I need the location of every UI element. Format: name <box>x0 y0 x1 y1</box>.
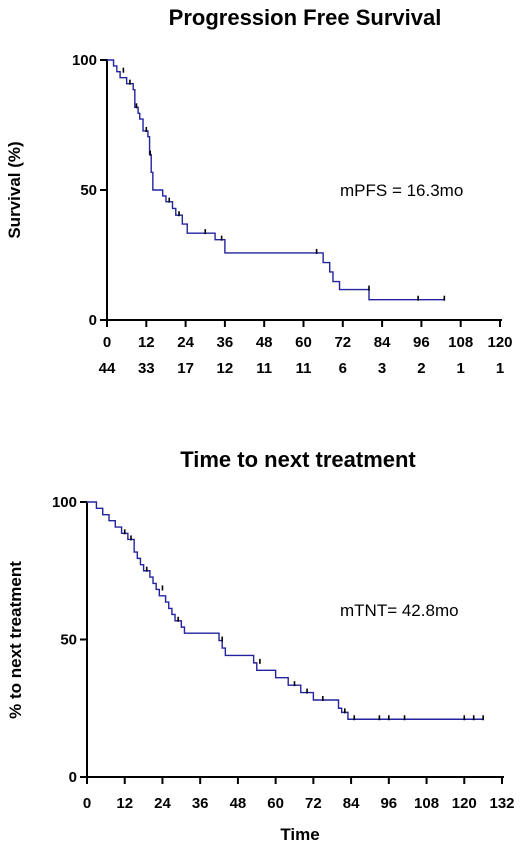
y-tick-label: 50 <box>80 182 97 199</box>
number-at-risk-value: 1 <box>496 360 504 377</box>
tnt-chart: Time to next treatment % to next treatme… <box>6 447 515 844</box>
tnt-survival-curve <box>87 501 484 720</box>
number-at-risk-value: 3 <box>378 360 386 377</box>
number-at-risk-value: 33 <box>138 360 155 377</box>
x-tick-label: 12 <box>116 795 133 812</box>
pfs-censor-marks <box>122 67 446 301</box>
x-tick-label: 24 <box>154 795 171 812</box>
x-tick-label: 96 <box>413 334 430 351</box>
y-tick-label: 100 <box>72 52 97 69</box>
x-tick-label: 48 <box>256 334 273 351</box>
pfs-title: Progression Free Survival <box>169 5 442 30</box>
x-tick-label: 36 <box>217 334 234 351</box>
number-at-risk-value: 17 <box>177 360 194 377</box>
tnt-censor-marks <box>123 529 484 721</box>
pfs-chart: Progression Free Survival Survival (%) m… <box>5 5 513 377</box>
x-tick-label: 84 <box>374 334 391 351</box>
x-tick-label: 0 <box>83 795 91 812</box>
x-tick-label: 108 <box>414 795 439 812</box>
x-tick-label: 108 <box>448 334 473 351</box>
tnt-y-axis-label: % to next treatment <box>6 561 25 719</box>
x-tick-label: 120 <box>487 334 512 351</box>
x-tick-label: 12 <box>138 334 155 351</box>
pfs-number-at-risk: 44 33 17 12 11 11 6 3 2 1 1 <box>99 360 505 377</box>
x-tick-label: 36 <box>192 795 209 812</box>
x-tick-label: 72 <box>334 334 351 351</box>
y-tick-label: 100 <box>52 494 77 511</box>
x-tick-label: 84 <box>343 795 360 812</box>
x-tick-label: 132 <box>489 795 514 812</box>
x-tick-label: 96 <box>380 795 397 812</box>
x-tick-label: 60 <box>295 334 312 351</box>
pfs-survival-curve <box>107 59 445 301</box>
x-tick-label: 120 <box>452 795 477 812</box>
y-tick-label: 50 <box>60 632 77 649</box>
y-tick-label: 0 <box>69 769 77 786</box>
x-tick-label: 48 <box>230 795 247 812</box>
number-at-risk-value: 2 <box>417 360 425 377</box>
number-at-risk-value: 11 <box>296 360 312 377</box>
pfs-median-annotation: mPFS = 16.3mo <box>340 181 463 200</box>
number-at-risk-value: 44 <box>99 360 116 377</box>
x-tick-label: 72 <box>305 795 322 812</box>
number-at-risk-value: 1 <box>457 360 465 377</box>
x-tick-label: 60 <box>267 795 284 812</box>
tnt-x-axis-label: Time <box>280 825 319 844</box>
pfs-y-axis-label: Survival (%) <box>5 141 24 238</box>
x-tick-label: 0 <box>103 334 111 351</box>
tnt-x-ticks: 0 12 24 36 48 60 72 84 96 108 120 132 <box>83 777 515 812</box>
number-at-risk-value: 6 <box>339 360 347 377</box>
tnt-title: Time to next treatment <box>180 447 416 472</box>
pfs-y-ticks: 0 50 100 <box>72 52 107 329</box>
tnt-y-ticks: 0 50 100 <box>52 494 87 786</box>
number-at-risk-value: 12 <box>217 360 234 377</box>
number-at-risk-value: 11 <box>256 360 272 377</box>
tnt-median-annotation: mTNT= 42.8mo <box>340 601 459 620</box>
x-tick-label: 24 <box>177 334 194 351</box>
y-tick-label: 0 <box>89 312 97 329</box>
pfs-x-ticks: 0 12 24 36 48 60 72 84 96 108 120 <box>103 320 513 351</box>
